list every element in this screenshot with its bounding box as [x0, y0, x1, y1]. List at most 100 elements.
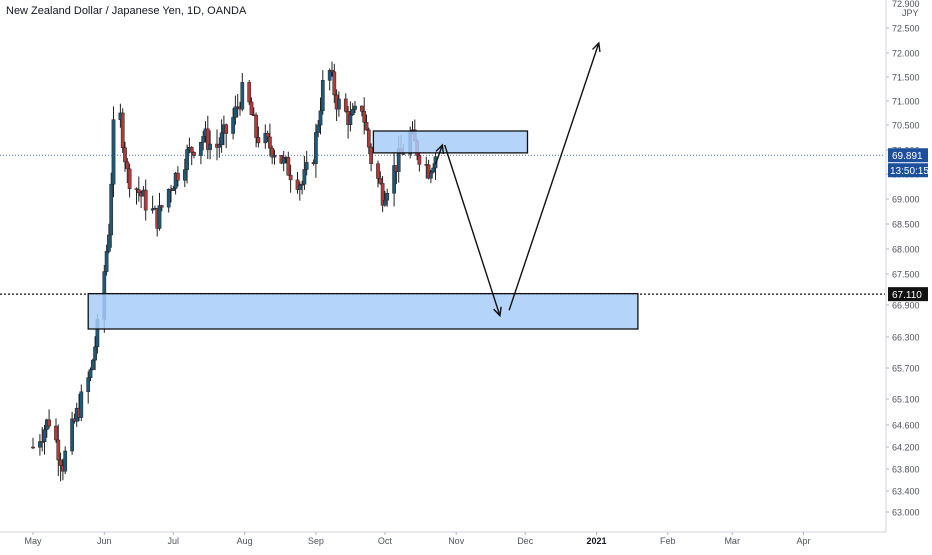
candle [383, 190, 387, 207]
symbol-title: New Zealand Dollar / Japanese Yen, 1D, O… [6, 5, 247, 17]
candle [231, 108, 235, 140]
candle-body [254, 114, 258, 138]
candle-body [272, 155, 277, 158]
candle [143, 179, 148, 221]
candle [58, 452, 63, 482]
candle-body [302, 169, 307, 185]
candle-body [182, 169, 187, 181]
countdown-tag-box [888, 163, 928, 178]
candle [281, 151, 286, 172]
price-tick-label: 68.500 [892, 220, 920, 230]
candle-body [327, 70, 332, 81]
candle-body [54, 425, 58, 441]
zones-layer[interactable] [87, 130, 639, 330]
candle [224, 123, 229, 149]
price-tick-label: 64.600 [892, 421, 920, 431]
small-up-arrow[interactable] [434, 143, 445, 165]
candle [219, 119, 224, 153]
currency-label: JPY [902, 8, 919, 18]
candle [302, 155, 307, 190]
candle [40, 427, 45, 452]
candle [426, 159, 431, 180]
candle [182, 158, 187, 188]
candle [385, 188, 390, 207]
candle [360, 105, 364, 117]
candle-body [201, 136, 206, 143]
axes-layer: 72.90072.50072.00071.50071.00070.50070.0… [0, 0, 920, 546]
candle-body [353, 105, 357, 110]
candle-body [192, 152, 196, 156]
candles-group [31, 61, 438, 482]
small-up-arrow-head [435, 143, 445, 155]
candle-body [247, 82, 252, 103]
candle [286, 151, 291, 176]
candle [254, 112, 258, 148]
candle-body [31, 446, 35, 449]
candle [380, 176, 385, 213]
candle [376, 160, 380, 188]
candle-body [40, 441, 45, 443]
candle [79, 384, 84, 422]
level-price-tag-text: 67.110 [892, 290, 922, 301]
candle-body [383, 199, 387, 206]
candle-body [316, 124, 321, 133]
price-tick-label: 72.500 [892, 24, 920, 34]
candle-body [318, 110, 323, 126]
candle-body [90, 359, 95, 370]
candle [88, 367, 93, 382]
candle [56, 424, 61, 476]
candle [217, 137, 222, 158]
candle [330, 61, 334, 77]
candle [300, 180, 304, 195]
candle [120, 108, 125, 153]
candle-body [300, 183, 304, 186]
candle [42, 424, 47, 455]
candle-body [337, 98, 341, 110]
candle [70, 411, 74, 455]
candle [185, 144, 189, 184]
big-up-arrow-head [592, 41, 601, 53]
time-tick-label: Jul [168, 536, 180, 546]
candle [38, 434, 42, 456]
candle-body [385, 193, 390, 201]
candle-body [378, 178, 383, 184]
candle [364, 114, 369, 131]
time-tick-label: Nov [448, 536, 465, 546]
candle-body [320, 80, 325, 112]
candle [272, 149, 277, 165]
candle [327, 68, 332, 91]
candle [192, 151, 196, 159]
candle-body [107, 234, 111, 252]
big-up-arrow[interactable] [508, 41, 601, 311]
arrows-layer[interactable] [434, 41, 601, 318]
candle [392, 151, 396, 207]
candle [127, 163, 132, 198]
candle-body [205, 128, 210, 150]
time-tick-label: Sep [308, 536, 324, 546]
down-arrow-head [493, 306, 502, 318]
lower-zone[interactable] [87, 292, 639, 330]
candle [205, 115, 210, 160]
candle [320, 70, 325, 115]
candle [166, 188, 171, 213]
down-arrow[interactable] [444, 144, 502, 318]
candle [240, 72, 245, 112]
candle-body [314, 132, 318, 164]
candle-body [166, 189, 171, 208]
price-tick-label: 72.900 [892, 0, 920, 9]
candle-body [88, 369, 93, 378]
candle-body [426, 164, 431, 179]
candle-body [58, 459, 63, 466]
candle-body [120, 112, 125, 148]
price-tick-label: 65.700 [892, 364, 920, 374]
candle [189, 146, 194, 166]
candle-body [157, 205, 162, 229]
candle-body [429, 171, 433, 179]
upper-zone[interactable] [372, 130, 529, 154]
candle [47, 409, 51, 429]
candle [107, 223, 111, 254]
candle-body [364, 122, 369, 131]
price-tick-label: 67.500 [892, 270, 920, 280]
